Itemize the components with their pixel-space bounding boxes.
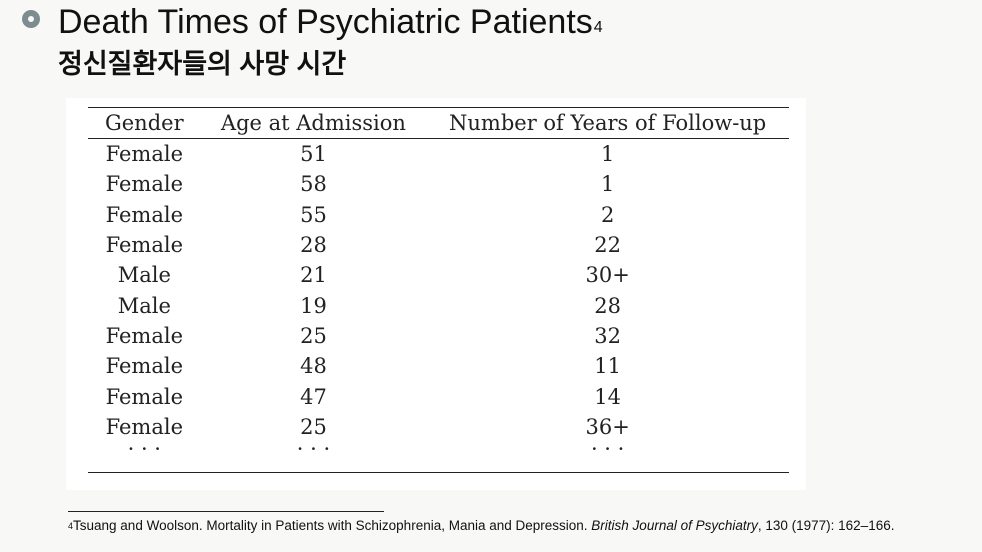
table-row: Female 28 22 [88,230,789,260]
cell-gender: Female [105,384,184,409]
cell-gender: Male [117,263,171,288]
cell-years: 1 [600,172,615,197]
table-row: Female 55 2 [88,200,789,230]
cell-gender: Female [105,172,184,197]
column-header-age: Age at Admission [200,107,427,139]
table-row: Female 48 11 [88,351,789,381]
page-title-text: Death Times of Psychiatric Patients [58,3,593,41]
cell-gender: Female [105,233,184,258]
circle-bullet-icon [22,10,40,28]
footnote-mark: 4 [68,521,74,531]
cell-gender: Female [105,202,184,227]
footnote-divider [68,511,384,512]
title-footnote-mark: 4 [593,19,603,36]
page-subtitle: 정신질환자들의 사망 시간 [58,49,347,79]
column-header-gender: Gender [88,107,201,139]
cell-gender: Female [105,142,184,167]
data-table: Gender Age at Admission Number of Years … [88,107,789,473]
cell-years: 2 [600,202,615,227]
cell-age: · · · [200,439,427,473]
footnote-citation: , 130 (1977): 162–166. [757,518,895,533]
table-row: · · · · · · · · · [88,439,789,473]
table-row: Female 51 1 [88,139,789,170]
cell-age: 25 [300,323,327,348]
table-row: Female 58 1 [88,169,789,199]
cell-age: 48 [300,354,327,379]
cell-gender: Female [105,354,184,379]
cell-age: 55 [300,202,327,227]
cell-years: 11 [594,354,622,379]
table-row: Female 25 32 [88,321,789,351]
cell-years: 30+ [585,263,630,288]
cell-years: 1 [600,142,615,167]
column-header-years: Number of Years of Follow-up [426,107,789,139]
cell-age: 28 [300,233,327,258]
cell-gender: Male [117,293,171,318]
footnote-journal: British Journal of Psychiatry [591,518,758,533]
page-title: Death Times of Psychiatric Patients4 [58,0,603,44]
cell-years: 14 [594,384,622,409]
cell-years: 22 [594,233,622,258]
cell-years: · · · [426,439,789,473]
table-panel: Gender Age at Admission Number of Years … [66,98,806,490]
cell-age: 21 [300,263,327,288]
cell-gender: Female [105,414,184,439]
cell-age: 51 [300,142,327,167]
cell-gender: Female [105,323,184,348]
cell-age: 58 [300,172,327,197]
cell-years: 32 [594,323,622,348]
cell-age: 19 [300,293,327,318]
cell-age: 25 [300,414,327,439]
table-row: Male 19 28 [88,290,789,320]
table-row: Male 21 30+ [88,260,789,290]
table-row: Female 25 36+ [88,412,789,442]
cell-age: 47 [300,384,327,409]
cell-years: 36+ [585,414,630,439]
footnote: 4Tsuang and Woolson. Mortality in Patien… [68,517,894,535]
cell-years: 28 [594,293,622,318]
cell-gender: · · · [88,439,201,473]
footnote-text: Tsuang and Woolson. Mortality in Patient… [73,518,592,533]
table-body: Female 51 1 Female 58 1 Female 55 2 Female 28 22 Mal… [88,139,789,473]
table-header-row: Gender Age at Admission Number of Years … [88,107,789,139]
table-row: Female 47 14 [88,381,789,411]
